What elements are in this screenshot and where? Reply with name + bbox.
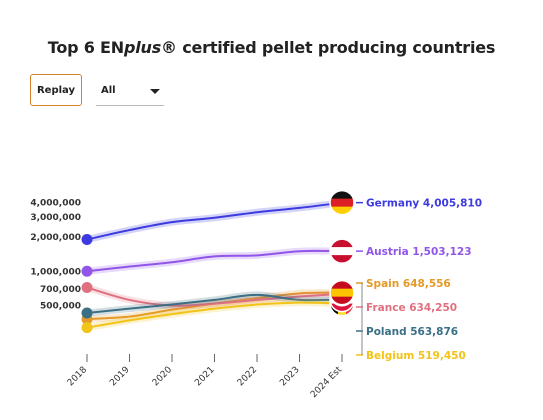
flag-border-austria — [329, 238, 355, 264]
end-label-germany: Germany 4,005,810 — [366, 198, 482, 210]
end-label-value-france: 634,250 — [409, 302, 457, 314]
y-tick-label-4-000-000: 4,000,000 — [30, 199, 81, 209]
flag-stripe — [330, 280, 354, 290]
series-glow-austria — [83, 247, 346, 275]
end-label-spain: Spain 648,556 — [366, 278, 451, 290]
flag-stripe — [330, 303, 354, 312]
flag-stripe — [330, 247, 354, 256]
end-label-austria: Austria 1,503,123 — [366, 246, 472, 258]
country-filter-select[interactable]: All — [96, 78, 164, 106]
end-label-name-poland: Poland — [366, 326, 410, 338]
flag-stripe — [330, 206, 354, 215]
flag-stripe — [330, 198, 354, 208]
series-line-austria — [86, 249, 343, 273]
y-tick-label-3-000-000: 3,000,000 — [30, 213, 81, 223]
series-start-dot-belgium — [81, 322, 93, 334]
series-line-belgium — [86, 301, 343, 329]
end-label-name-austria: Austria — [366, 246, 412, 258]
end-label-value-spain: 648,556 — [403, 278, 451, 290]
flag-border-germany — [329, 189, 355, 216]
x-tick-label-2024-est: 2024 Est — [309, 365, 344, 400]
end-label-poland: Poland 563,876 — [366, 326, 458, 338]
end-label-value-germany: 4,005,810 — [423, 198, 482, 210]
y-tick-label-1-000-000: 1,000,000 — [30, 267, 81, 277]
flag-stripe — [330, 255, 354, 264]
replay-button[interactable]: Replay — [30, 74, 82, 106]
flag-stripe — [330, 239, 354, 248]
end-label-name-france: France — [366, 302, 409, 314]
x-tick-label-2021: 2021 — [193, 365, 216, 388]
end-label-france: France 634,250 — [366, 302, 457, 314]
end-label-belgium: Belgium 519,450 — [366, 350, 466, 362]
chart-title-suffix: ® certified pellet producing countries — [161, 38, 496, 57]
y-tick-label-2-000-000: 2,000,000 — [30, 233, 81, 243]
chart-title-prefix: Top 6 EN — [47, 38, 124, 57]
series-start-dot-poland — [81, 307, 93, 319]
flag-border-spain — [329, 279, 355, 306]
flag-stripes-austria — [330, 239, 354, 264]
series-line-poland — [86, 293, 343, 314]
series-start-dot-austria — [81, 265, 93, 277]
caret-down-icon — [150, 89, 160, 94]
end-label-name-belgium: Belgium — [366, 350, 418, 362]
flag-stripe — [330, 190, 354, 200]
germany-flag — [329, 189, 355, 216]
austria-flag — [329, 238, 355, 264]
filter-selected-value: All — [101, 85, 116, 96]
flag-stripe — [330, 288, 354, 298]
series-line-germany — [86, 201, 343, 241]
flag-stripes-germany — [330, 190, 354, 215]
y-tick-label-500-000: 500,000 — [40, 302, 81, 312]
x-tick-label-2019: 2019 — [108, 365, 131, 388]
x-tick-label-2023: 2023 — [278, 365, 301, 388]
series-start-dot-france — [81, 282, 93, 294]
flag-stripes-spain — [330, 280, 354, 305]
flag-stripe — [330, 296, 354, 305]
end-label-value-poland: 563,876 — [410, 326, 458, 338]
end-label-value-belgium: 519,450 — [418, 350, 466, 362]
chart-title-em: plus — [123, 38, 162, 57]
series-start-dot-germany — [81, 234, 93, 246]
x-tick-label-2020: 2020 — [151, 365, 174, 388]
series-line-france — [86, 286, 343, 307]
x-tick-label-2022: 2022 — [236, 365, 259, 388]
spain-flag — [329, 279, 355, 306]
y-tick-label-700-000: 700,000 — [40, 285, 81, 295]
chart-title: Top 6 ENplus® certified pellet producing… — [0, 38, 543, 57]
end-label-name-germany: Germany — [366, 198, 423, 210]
end-label-name-spain: Spain — [366, 278, 403, 290]
end-label-value-austria: 1,503,123 — [412, 246, 471, 258]
x-tick-label-2018: 2018 — [66, 365, 89, 388]
